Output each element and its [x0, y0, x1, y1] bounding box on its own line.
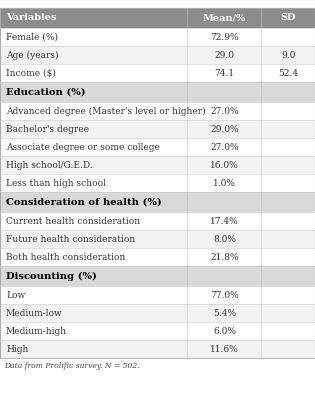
Text: 72.9%: 72.9%	[210, 32, 239, 42]
Bar	[0, 82, 315, 102]
Bar	[0, 174, 315, 192]
Bar	[0, 8, 315, 358]
Text: Income ($): Income ($)	[6, 68, 56, 78]
Text: 21.8%: 21.8%	[210, 252, 239, 262]
Text: 74.1: 74.1	[215, 68, 234, 78]
Text: 29.0: 29.0	[215, 50, 234, 60]
Text: Education (%): Education (%)	[6, 88, 86, 96]
Bar	[0, 266, 315, 286]
Text: Future health consideration: Future health consideration	[6, 234, 135, 244]
Bar	[0, 102, 315, 120]
Bar	[0, 8, 315, 28]
Text: 9.0: 9.0	[281, 50, 295, 60]
Bar	[0, 64, 315, 82]
Text: 52.4: 52.4	[278, 68, 298, 78]
Text: 6.0%: 6.0%	[213, 326, 236, 336]
Text: Age (years): Age (years)	[6, 50, 59, 60]
Bar	[0, 286, 315, 304]
Text: Female (%): Female (%)	[6, 32, 58, 42]
Text: Discounting (%): Discounting (%)	[6, 272, 97, 280]
Text: Data from Prolific survey. N = 502.: Data from Prolific survey. N = 502.	[4, 362, 140, 370]
Bar	[0, 248, 315, 266]
Bar	[0, 212, 315, 230]
Bar	[0, 138, 315, 156]
Bar	[0, 120, 315, 138]
Text: 17.4%: 17.4%	[210, 216, 239, 226]
Text: 11.6%: 11.6%	[210, 344, 239, 354]
Text: High school/G.E.D.: High school/G.E.D.	[6, 160, 93, 170]
Text: Low: Low	[6, 290, 25, 300]
Bar	[0, 340, 315, 358]
Text: Advanced degree (Master's level or higher): Advanced degree (Master's level or highe…	[6, 106, 206, 116]
Text: 5.4%: 5.4%	[213, 308, 236, 318]
Bar	[0, 28, 315, 46]
Text: 77.0%: 77.0%	[210, 290, 239, 300]
Text: Medium-low: Medium-low	[6, 308, 63, 318]
Bar	[0, 156, 315, 174]
Text: Bachelor's degree: Bachelor's degree	[6, 124, 89, 134]
Text: 27.0%: 27.0%	[210, 142, 239, 152]
Text: Medium-high: Medium-high	[6, 326, 67, 336]
Text: 29.0%: 29.0%	[210, 124, 239, 134]
Bar	[0, 304, 315, 322]
Text: 1.0%: 1.0%	[213, 178, 236, 188]
Text: Mean/%: Mean/%	[203, 14, 246, 22]
Text: Both health consideration: Both health consideration	[6, 252, 125, 262]
Bar	[0, 230, 315, 248]
Text: SD: SD	[281, 14, 296, 22]
Bar	[0, 46, 315, 64]
Text: Associate degree or some college: Associate degree or some college	[6, 142, 160, 152]
Bar	[0, 322, 315, 340]
Text: 27.0%: 27.0%	[210, 106, 239, 116]
Text: High: High	[6, 344, 28, 354]
Text: Current health consideration: Current health consideration	[6, 216, 140, 226]
Text: Variables: Variables	[6, 14, 56, 22]
Text: Less than high school: Less than high school	[6, 178, 106, 188]
Bar	[0, 192, 315, 212]
Text: 8.0%: 8.0%	[213, 234, 236, 244]
Text: Consideration of health (%): Consideration of health (%)	[6, 198, 162, 206]
Text: 16.0%: 16.0%	[210, 160, 239, 170]
